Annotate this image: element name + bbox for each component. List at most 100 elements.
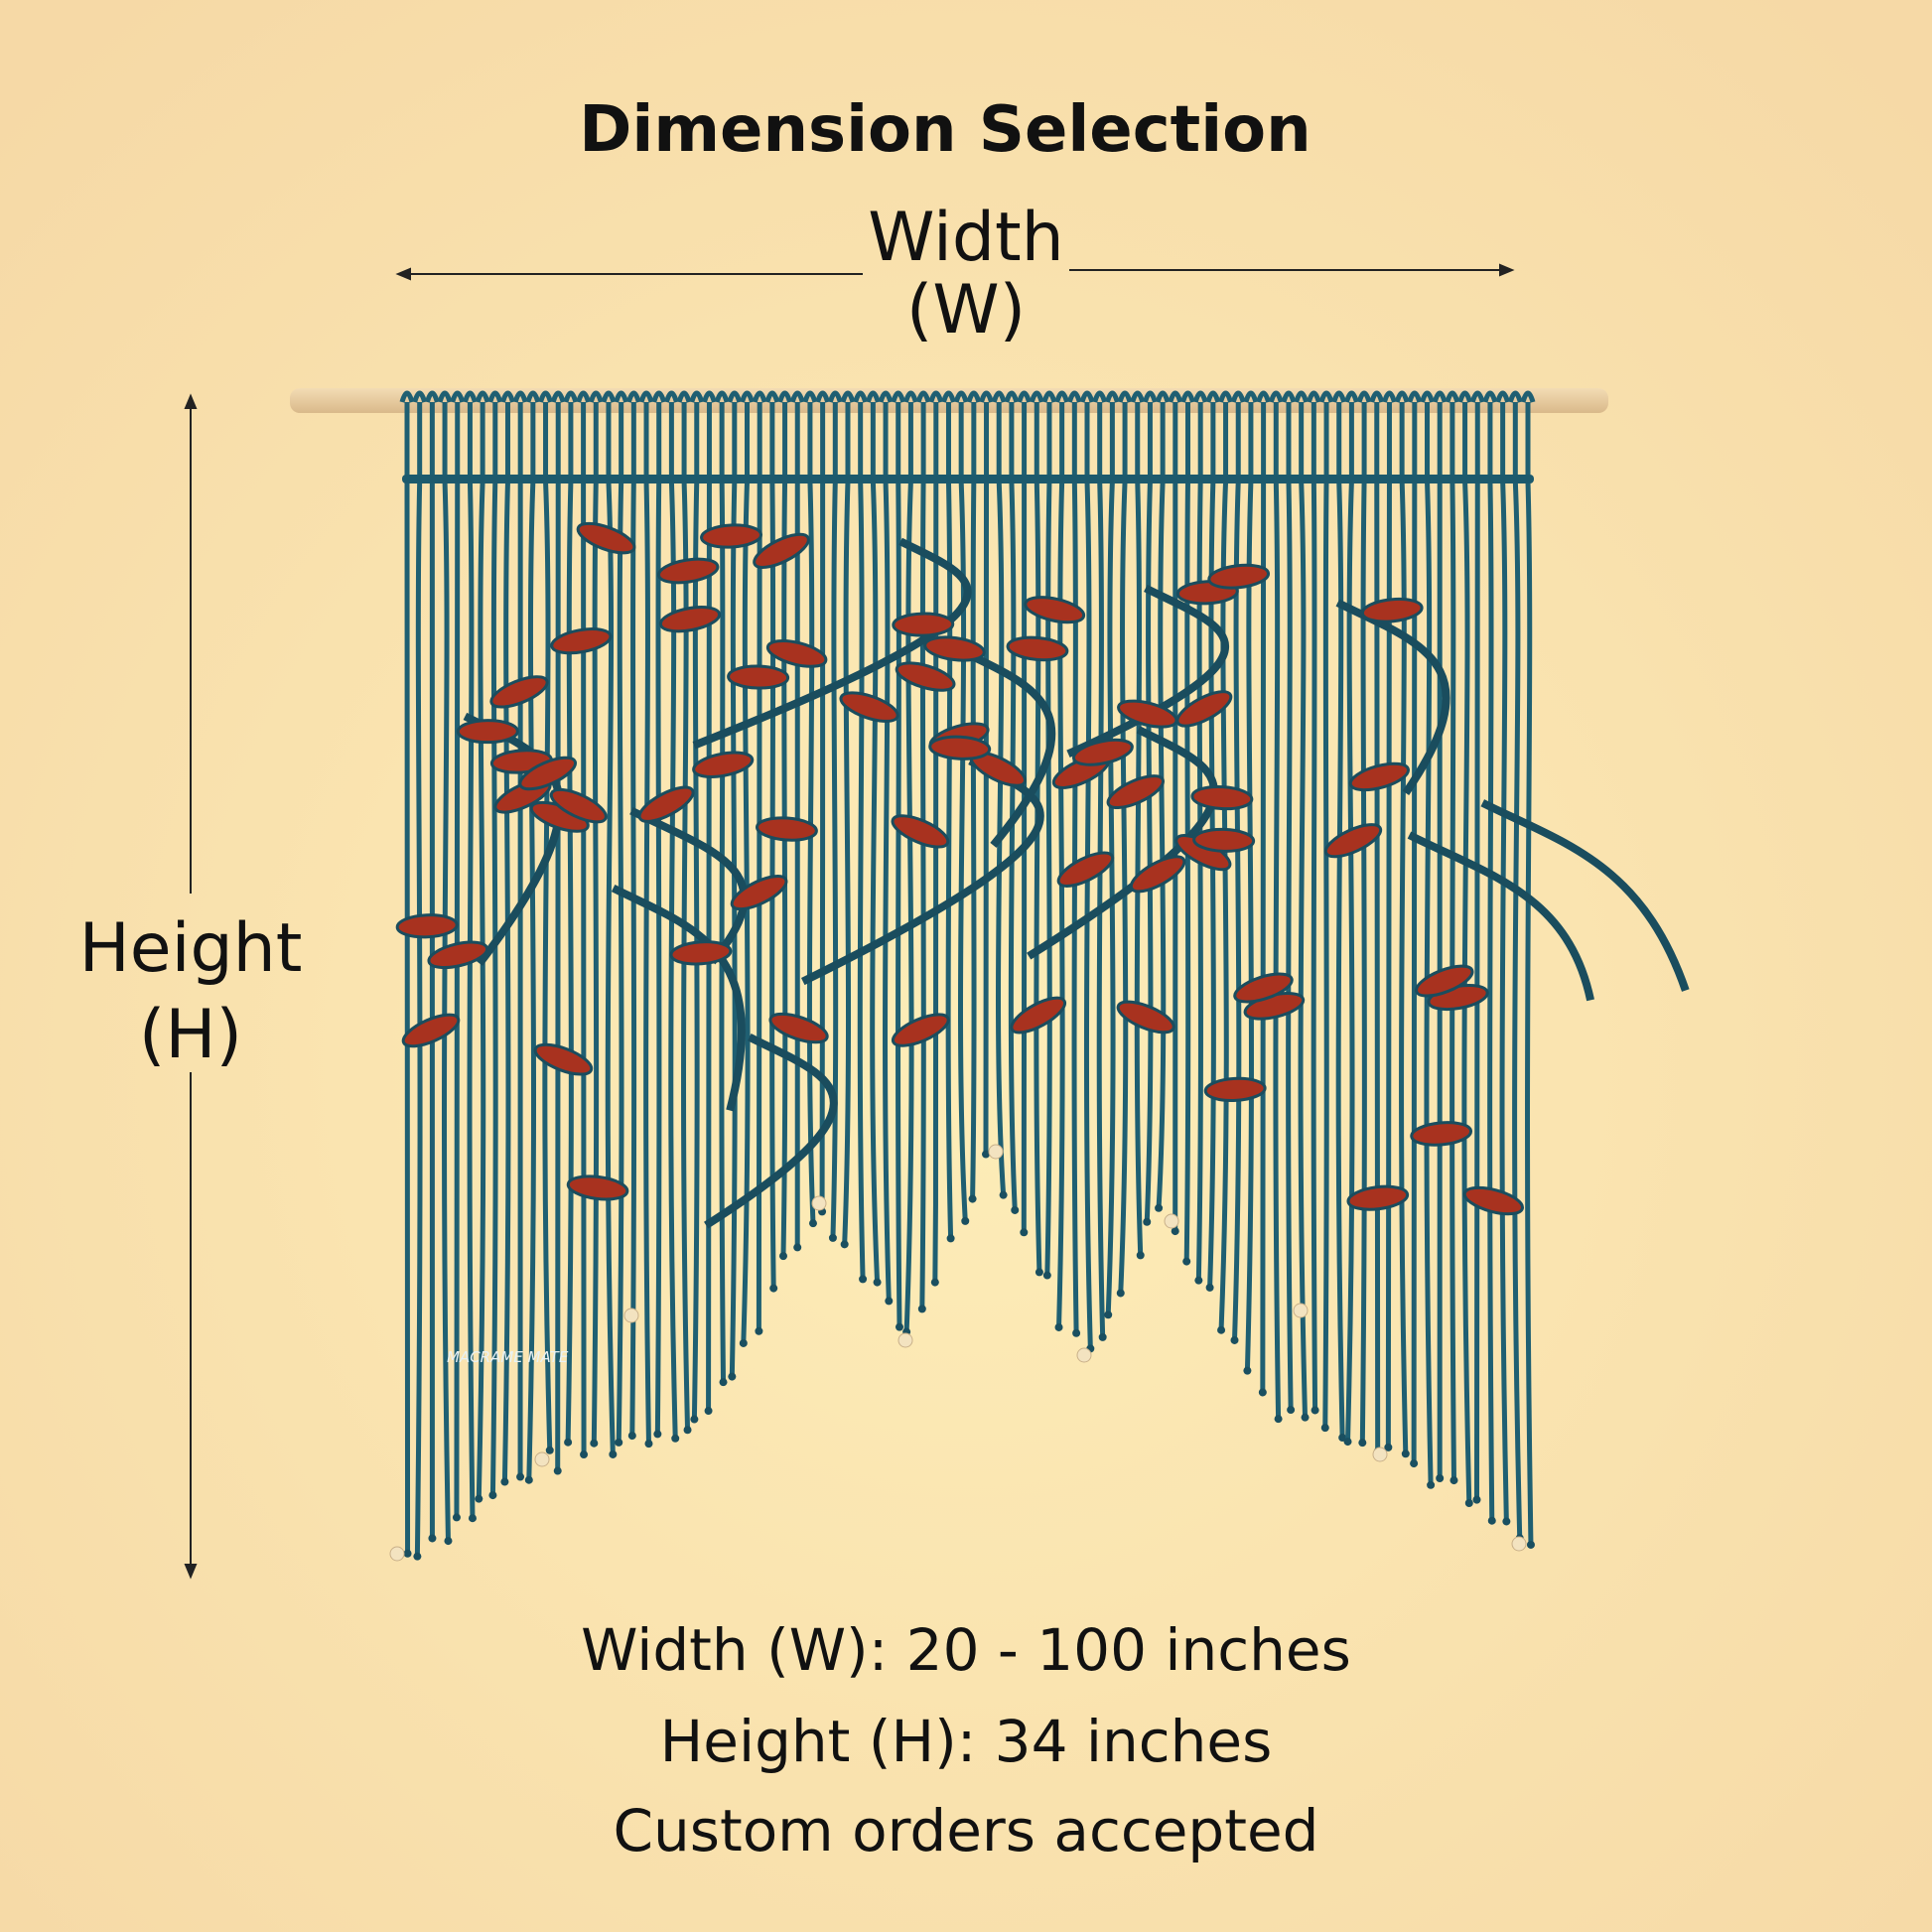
leaf xyxy=(768,1012,829,1044)
cord xyxy=(853,390,869,1280)
cord-knot xyxy=(728,1372,737,1381)
leaf xyxy=(895,661,956,692)
leaf xyxy=(1006,635,1069,662)
cord-knot xyxy=(1301,1413,1310,1422)
cord-knot xyxy=(1436,1473,1445,1482)
cord xyxy=(1520,390,1536,1545)
cord xyxy=(1243,390,1259,1371)
cord-knot xyxy=(1258,1388,1267,1397)
cord-knot xyxy=(1205,1283,1214,1292)
cord xyxy=(953,390,969,1222)
cord xyxy=(840,390,856,1245)
cord-knot xyxy=(1343,1438,1352,1447)
cord-knot xyxy=(739,1338,748,1347)
vine xyxy=(629,807,749,965)
cord-knot xyxy=(1311,1406,1319,1415)
cord xyxy=(651,390,667,1435)
cord xyxy=(827,390,843,1238)
cord-knot xyxy=(1427,1480,1436,1489)
bead xyxy=(988,1144,1004,1160)
cord xyxy=(979,390,994,1155)
cord xyxy=(437,390,453,1542)
cord-knot xyxy=(1104,1311,1113,1319)
cord xyxy=(1092,390,1108,1337)
leaf xyxy=(657,557,720,585)
cord xyxy=(991,390,1007,1195)
cord-knot xyxy=(1035,1268,1043,1277)
cord xyxy=(1130,390,1146,1256)
cord-knot xyxy=(468,1514,477,1523)
cord xyxy=(1482,390,1498,1521)
cord-knot xyxy=(403,1549,412,1558)
bead xyxy=(897,1332,913,1348)
cord-knot xyxy=(930,1278,939,1287)
leaf xyxy=(730,875,788,911)
cord xyxy=(1143,390,1158,1222)
leaf xyxy=(700,523,762,549)
leaf xyxy=(1415,964,1474,998)
cord-knot xyxy=(840,1240,849,1249)
leaf xyxy=(658,606,722,633)
spec-line: Custom orders accepted xyxy=(613,1797,1318,1864)
cord-knot xyxy=(1042,1271,1051,1280)
spec-line: Width (W): 20 - 100 inches xyxy=(581,1616,1351,1684)
cord-knot xyxy=(808,1219,817,1228)
leaf xyxy=(756,816,818,842)
cord xyxy=(1256,390,1272,1393)
cord-knot xyxy=(917,1305,926,1313)
cord-knot xyxy=(1155,1203,1164,1212)
cord xyxy=(500,390,515,1482)
logo: MACRAME MATE xyxy=(447,1348,569,1366)
cord-knot xyxy=(524,1475,533,1484)
cord-knot xyxy=(564,1438,573,1447)
leaf xyxy=(891,814,950,849)
cord-knot xyxy=(1358,1439,1367,1448)
leaf xyxy=(1346,1184,1410,1211)
cord-knot xyxy=(1072,1328,1081,1337)
cord xyxy=(525,390,541,1480)
cord xyxy=(740,390,755,1344)
cord-knot xyxy=(1243,1366,1252,1375)
cord xyxy=(1445,390,1460,1481)
cord xyxy=(1168,390,1183,1232)
leaf xyxy=(533,1042,594,1076)
leaf xyxy=(1056,851,1115,888)
cord-knot xyxy=(1098,1332,1107,1341)
cord-knot xyxy=(1410,1459,1419,1468)
cord xyxy=(1029,390,1044,1273)
cord xyxy=(1079,390,1095,1349)
leaf xyxy=(1410,1121,1473,1147)
cord xyxy=(878,390,894,1302)
leaf xyxy=(923,635,986,662)
bead xyxy=(389,1546,405,1562)
leaf xyxy=(839,691,899,723)
leaf xyxy=(456,719,519,745)
cord xyxy=(576,390,592,1455)
cord xyxy=(1281,390,1297,1411)
leaf xyxy=(549,787,608,824)
cord-knot xyxy=(615,1438,623,1447)
cord-knot xyxy=(1464,1498,1473,1507)
cord xyxy=(1054,390,1070,1328)
cord-knot xyxy=(545,1446,554,1454)
cord xyxy=(1495,390,1511,1522)
cord-knot xyxy=(1136,1251,1145,1260)
cord xyxy=(1407,390,1423,1464)
cord-knot xyxy=(627,1432,636,1441)
cord-knot xyxy=(1472,1495,1481,1504)
leaf xyxy=(1348,761,1410,792)
cord-knot xyxy=(428,1534,437,1543)
cord-knot xyxy=(1502,1517,1511,1526)
cord-knot xyxy=(1320,1424,1329,1433)
cord-knot xyxy=(1171,1227,1179,1236)
cord-knot xyxy=(1194,1276,1203,1285)
cord xyxy=(487,390,503,1496)
leaf xyxy=(669,940,733,966)
height-arrow xyxy=(184,393,198,1580)
cord-knot xyxy=(1011,1205,1020,1214)
cord xyxy=(903,390,918,1332)
cord-knot xyxy=(683,1426,692,1435)
leaf xyxy=(1190,784,1254,811)
arrow-head xyxy=(395,267,411,281)
